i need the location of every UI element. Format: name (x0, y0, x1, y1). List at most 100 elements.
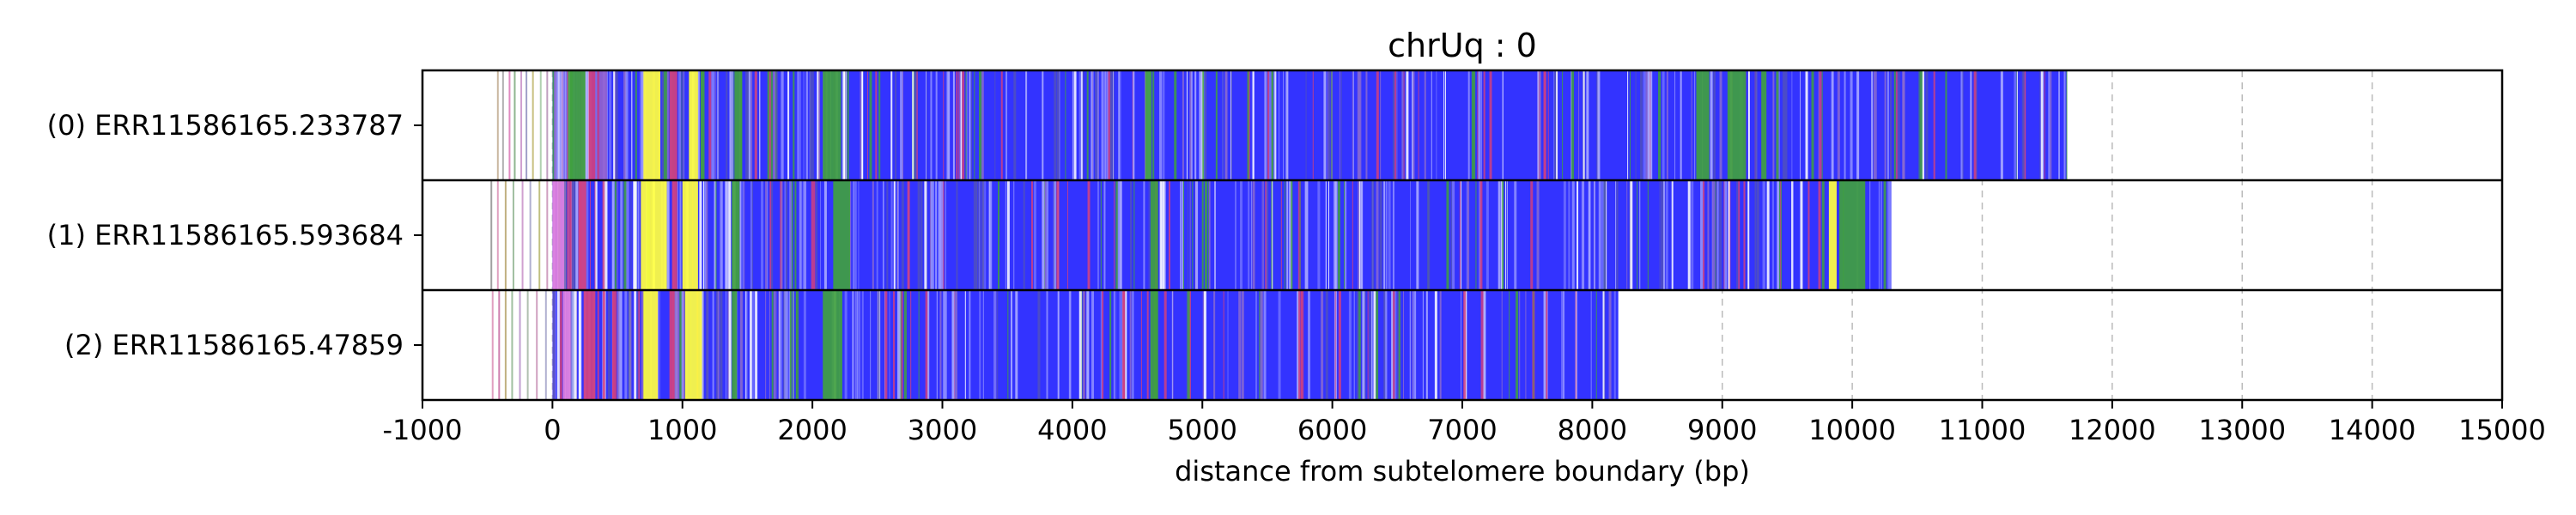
read-motif-mark (1235, 180, 1236, 290)
read-motif-mark (790, 180, 791, 290)
read-motif-mark (1272, 180, 1273, 290)
read-motif-mark (1850, 70, 1853, 180)
read-motif-mark (1338, 180, 1340, 290)
read-motif-mark (1380, 180, 1382, 290)
read-motif-mark (1393, 70, 1394, 180)
read-motif-mark (1838, 70, 1840, 180)
read-motif-mark (1143, 180, 1145, 290)
read-motif-mark (572, 180, 574, 290)
read-motif-mark (936, 70, 938, 180)
read-motif-mark (620, 290, 623, 400)
read-motif-mark (1543, 70, 1546, 180)
read-motif-mark (1582, 180, 1584, 290)
read-motif-mark (677, 290, 679, 400)
read-motif-mark (1328, 180, 1329, 290)
read-motif-mark (1267, 70, 1269, 180)
read-motif-mark (1352, 70, 1353, 180)
read-motif-mark (937, 290, 938, 400)
read-motif-mark (794, 180, 796, 290)
read-motif-mark (1362, 290, 1364, 400)
read-motif-mark (1345, 180, 1346, 290)
read-motif-mark (1192, 180, 1193, 290)
read-motif-mark (1286, 180, 1288, 290)
read-motif-mark (993, 290, 996, 400)
read-motif-mark (1313, 70, 1314, 180)
read-motif-mark (1609, 290, 1612, 400)
read-motif-mark (1819, 70, 1821, 180)
read-motif-mark (939, 290, 941, 400)
read-motif-mark (765, 180, 767, 290)
read-motif-mark (1793, 180, 1794, 290)
read-motif-mark (1578, 70, 1579, 180)
x-tick-label: 12000 (2069, 414, 2156, 446)
read-motif-mark (1119, 290, 1121, 400)
read-motif-mark (779, 290, 780, 400)
read-motif-mark (955, 290, 957, 400)
read-motif-mark (759, 70, 760, 180)
read-motif-mark (1275, 70, 1276, 180)
read-motif-mark (816, 180, 817, 290)
read-motif-mark (1083, 290, 1084, 400)
read-motif-mark (586, 70, 587, 180)
read-motif-mark (1205, 180, 1207, 290)
read-motif-mark (1393, 180, 1394, 290)
read-motif-mark (1887, 70, 1889, 180)
read-motif-mark (769, 70, 771, 180)
read-motif-mark (946, 70, 947, 180)
read-motif-mark (1498, 180, 1501, 290)
read-motif-mark (1974, 70, 1977, 180)
read-motif-mark (1223, 70, 1224, 180)
read-motif-mark (638, 180, 640, 290)
read-motif-mark (855, 290, 858, 400)
read-motif-mark (1507, 180, 1508, 290)
read-motif-mark (945, 290, 947, 400)
read-motif-mark (1305, 180, 1308, 290)
read-motif-mark (1596, 290, 1597, 400)
row-label: (2) ERR11586165.47859 (64, 329, 404, 361)
read-motif-mark (824, 180, 827, 290)
read-motif-mark (752, 290, 755, 400)
read-motif-mark (629, 290, 631, 400)
read-motif-band (552, 180, 564, 290)
read-motif-mark (1666, 180, 1668, 290)
read-motif-mark (1481, 290, 1484, 400)
read-motif-mark (1516, 290, 1518, 400)
read-motif-mark (1819, 70, 1820, 180)
read-motif-band (643, 290, 658, 400)
read-motif-mark (1097, 180, 1099, 290)
read-motif-mark (564, 180, 566, 290)
read-bar (552, 290, 1618, 400)
read-motif-band (562, 290, 570, 400)
read-motif-mark (1182, 70, 1184, 180)
read-motif-band (672, 180, 677, 290)
read-motif-mark (1088, 180, 1091, 290)
read-motif-mark (1688, 180, 1691, 290)
read-motif-mark (1133, 180, 1134, 290)
read-motif-mark (962, 70, 964, 180)
read-motif-mark (1394, 70, 1396, 180)
read-motif-band (1829, 180, 1837, 290)
read-motif-mark (930, 70, 932, 180)
read-motif-mark (1894, 70, 1896, 180)
read-motif-mark (897, 290, 898, 400)
read-motif-mark (1784, 70, 1787, 180)
read-motif-mark (1703, 180, 1704, 290)
read-motif-mark (1195, 180, 1198, 290)
read-motif-mark (1087, 70, 1089, 180)
read-motif-mark (2067, 70, 2068, 180)
read-motif-mark (1475, 180, 1476, 290)
read-motif-mark (914, 70, 916, 180)
read-motif-mark (1162, 70, 1164, 180)
read-motif-mark (1358, 70, 1360, 180)
read-motif-mark (609, 70, 611, 180)
read-motif-mark (1783, 70, 1785, 180)
read-motif-mark (890, 70, 892, 180)
read-motif-mark (1399, 290, 1400, 400)
read-motif-mark (1920, 70, 1923, 180)
read-motif-mark (854, 180, 857, 290)
read-motif-mark (683, 70, 684, 180)
read-motif-mark (1563, 290, 1564, 400)
read-motif-band (823, 70, 841, 180)
read-motif-mark (635, 180, 637, 290)
read-motif-mark (1031, 180, 1033, 290)
